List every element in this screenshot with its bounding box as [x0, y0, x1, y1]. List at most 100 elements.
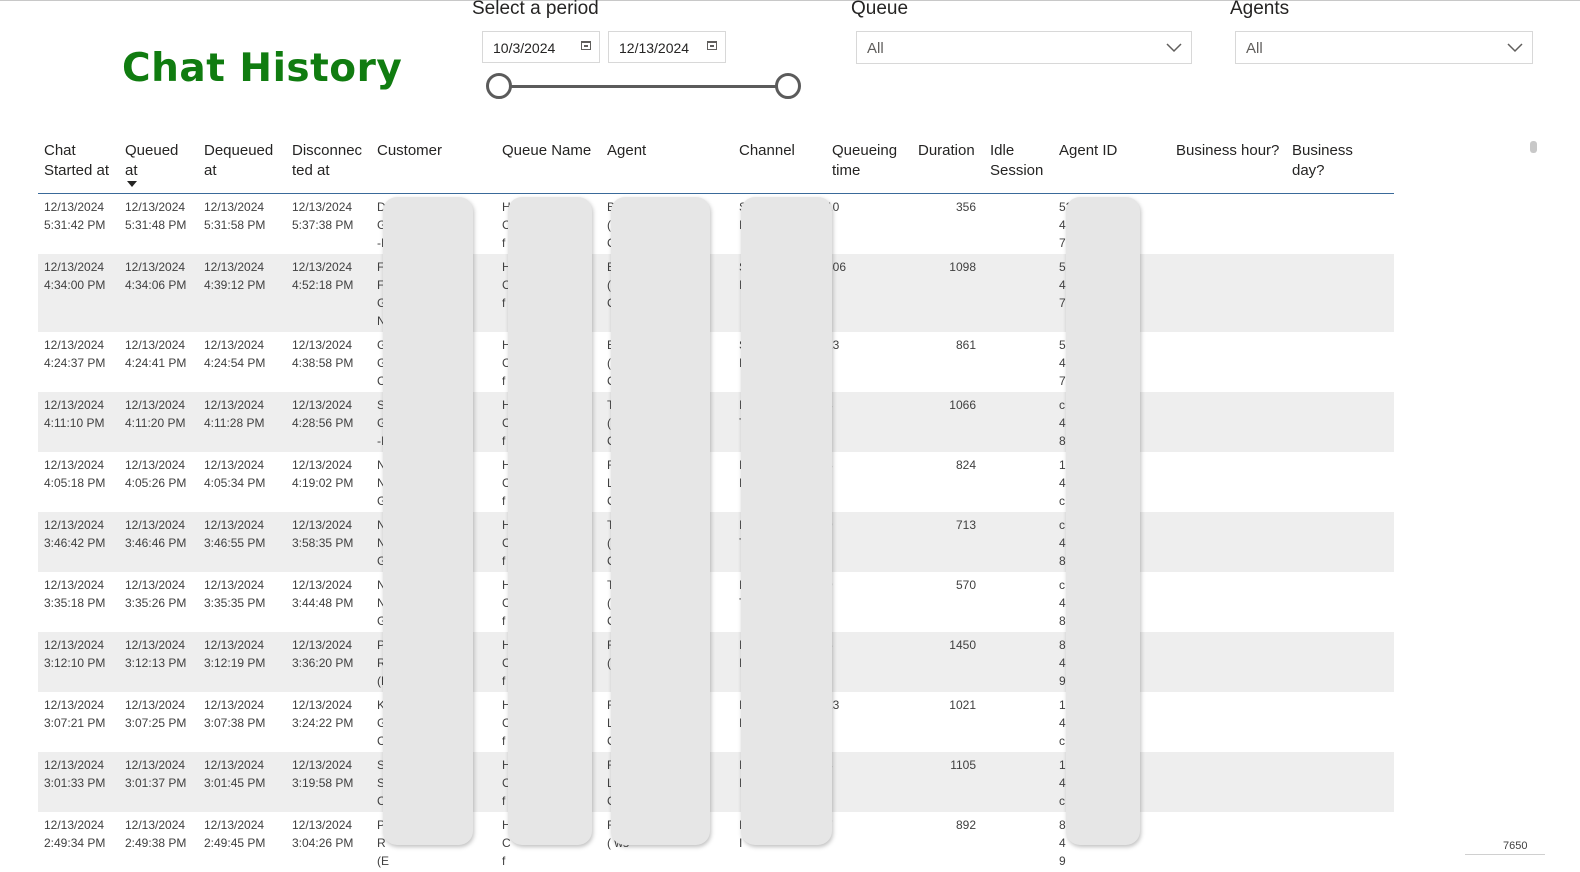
column-header[interactable]: Duration [912, 138, 984, 194]
table-cell-bday [1286, 632, 1394, 692]
redaction-mask [741, 197, 832, 845]
table-cell-bhour [1170, 812, 1286, 872]
column-header[interactable]: Customer [371, 138, 496, 194]
column-header-sorted[interactable]: Queued at [119, 138, 198, 194]
table-cell-queued: 12/13/2024 4:24:41 PM [119, 332, 198, 392]
table-cell-dequeued: 12/13/2024 3:12:19 PM [198, 632, 286, 692]
table-cell-bday [1286, 812, 1394, 872]
row-count: 7650 [1503, 840, 1527, 852]
redaction-mask [508, 197, 592, 845]
table-cell-disconnected: 12/13/2024 5:37:38 PM [286, 194, 371, 255]
column-header[interactable]: Dequeued at [198, 138, 286, 194]
table-cell-bhour [1170, 332, 1286, 392]
table-cell-queued: 12/13/2024 4:05:26 PM [119, 452, 198, 512]
period-start-input[interactable]: 10/3/2024 [482, 31, 600, 63]
page-title: Chat History [122, 46, 402, 91]
table-cell-queueing: 13 [826, 332, 912, 392]
period-range-track[interactable] [500, 85, 789, 88]
chevron-down-icon [1506, 38, 1524, 56]
table-cell-queueing: 7 [826, 812, 912, 872]
queue-label: Queue [851, 0, 908, 20]
table-cell-duration: 861 [912, 332, 984, 392]
column-header[interactable]: Disconnec ted at [286, 138, 371, 194]
table-cell-dequeued: 12/13/2024 2:49:45 PM [198, 812, 286, 872]
table-cell-dequeued: 12/13/2024 3:01:45 PM [198, 752, 286, 812]
table-cell-queued: 12/13/2024 3:35:26 PM [119, 572, 198, 632]
table-cell-queued: 12/13/2024 3:07:25 PM [119, 692, 198, 752]
column-header[interactable]: Agent ID [1053, 138, 1170, 194]
column-header[interactable]: Business hour? [1170, 138, 1286, 194]
table-cell-idle [984, 452, 1053, 512]
table-cell-started: 12/13/2024 4:05:18 PM [38, 452, 119, 512]
table-cell-bhour [1170, 572, 1286, 632]
queue-dropdown[interactable]: All [856, 31, 1192, 64]
table-cell-duration: 356 [912, 194, 984, 255]
queue-selected-value: All [867, 40, 884, 57]
period-range-start-handle[interactable] [486, 73, 512, 99]
table-cell-disconnected: 12/13/2024 3:58:35 PM [286, 512, 371, 572]
table-cell-started: 12/13/2024 3:07:21 PM [38, 692, 119, 752]
table-cell-queued: 12/13/2024 3:46:46 PM [119, 512, 198, 572]
table-cell-started: 12/13/2024 5:31:42 PM [38, 194, 119, 255]
table-cell-queued: 12/13/2024 5:31:48 PM [119, 194, 198, 255]
table-cell-duration: 1105 [912, 752, 984, 812]
column-header[interactable]: Channel [733, 138, 826, 194]
table-cell-queueing: 8 [826, 452, 912, 512]
table-cell-bday [1286, 572, 1394, 632]
table-cell-queueing: 6 [826, 632, 912, 692]
column-header[interactable]: Queueing time [826, 138, 912, 194]
table-cell-bday [1286, 392, 1394, 452]
column-header[interactable]: Chat Started at [38, 138, 119, 194]
calendar-icon[interactable] [707, 41, 717, 50]
period-end-input[interactable]: 12/13/2024 [608, 31, 726, 63]
chevron-down-icon [1165, 38, 1183, 56]
table-cell-started: 12/13/2024 3:12:10 PM [38, 632, 119, 692]
table-cell-dequeued: 12/13/2024 3:07:38 PM [198, 692, 286, 752]
table-cell-disconnected: 12/13/2024 3:24:22 PM [286, 692, 371, 752]
table-cell-queueing: 8 [826, 752, 912, 812]
table-cell-bhour [1170, 632, 1286, 692]
table-cell-dequeued: 12/13/2024 4:05:34 PM [198, 452, 286, 512]
table-cell-queued: 12/13/2024 4:34:06 PM [119, 254, 198, 332]
table-cell-duration: 1098 [912, 254, 984, 332]
column-header[interactable]: Queue Name [496, 138, 601, 194]
table-cell-queued: 12/13/2024 2:49:38 PM [119, 812, 198, 872]
column-header[interactable]: Business day? [1286, 138, 1394, 194]
table-cell-idle [984, 632, 1053, 692]
table-cell-duration: 1066 [912, 392, 984, 452]
period-start-value: 10/3/2024 [493, 40, 555, 56]
period-range-end-handle[interactable] [775, 73, 801, 99]
table-cell-dequeued: 12/13/2024 4:24:54 PM [198, 332, 286, 392]
table-cell-disconnected: 12/13/2024 3:44:48 PM [286, 572, 371, 632]
vertical-scrollbar[interactable] [1530, 141, 1537, 153]
table-cell-queueing: 306 [826, 254, 912, 332]
table-cell-queued: 12/13/2024 3:01:37 PM [119, 752, 198, 812]
table-cell-disconnected: 12/13/2024 4:38:58 PM [286, 332, 371, 392]
sort-descending-icon[interactable] [127, 181, 137, 187]
table-cell-duration: 1450 [912, 632, 984, 692]
calendar-icon[interactable] [581, 41, 591, 50]
column-header[interactable]: Idle Session [984, 138, 1053, 194]
table-cell-queueing: 10 [826, 194, 912, 255]
column-header[interactable]: Agent [601, 138, 733, 194]
table-cell-disconnected: 12/13/2024 4:52:18 PM [286, 254, 371, 332]
table-cell-idle [984, 692, 1053, 752]
table-cell-idle [984, 752, 1053, 812]
chat-history-table: Chat Started at Queued at Dequeued at Di… [38, 138, 1394, 872]
agents-dropdown[interactable]: All [1235, 31, 1533, 64]
table-header-row: Chat Started at Queued at Dequeued at Di… [38, 138, 1394, 194]
table-cell-idle [984, 254, 1053, 332]
table-cell-bhour [1170, 452, 1286, 512]
table-cell-bday [1286, 194, 1394, 255]
